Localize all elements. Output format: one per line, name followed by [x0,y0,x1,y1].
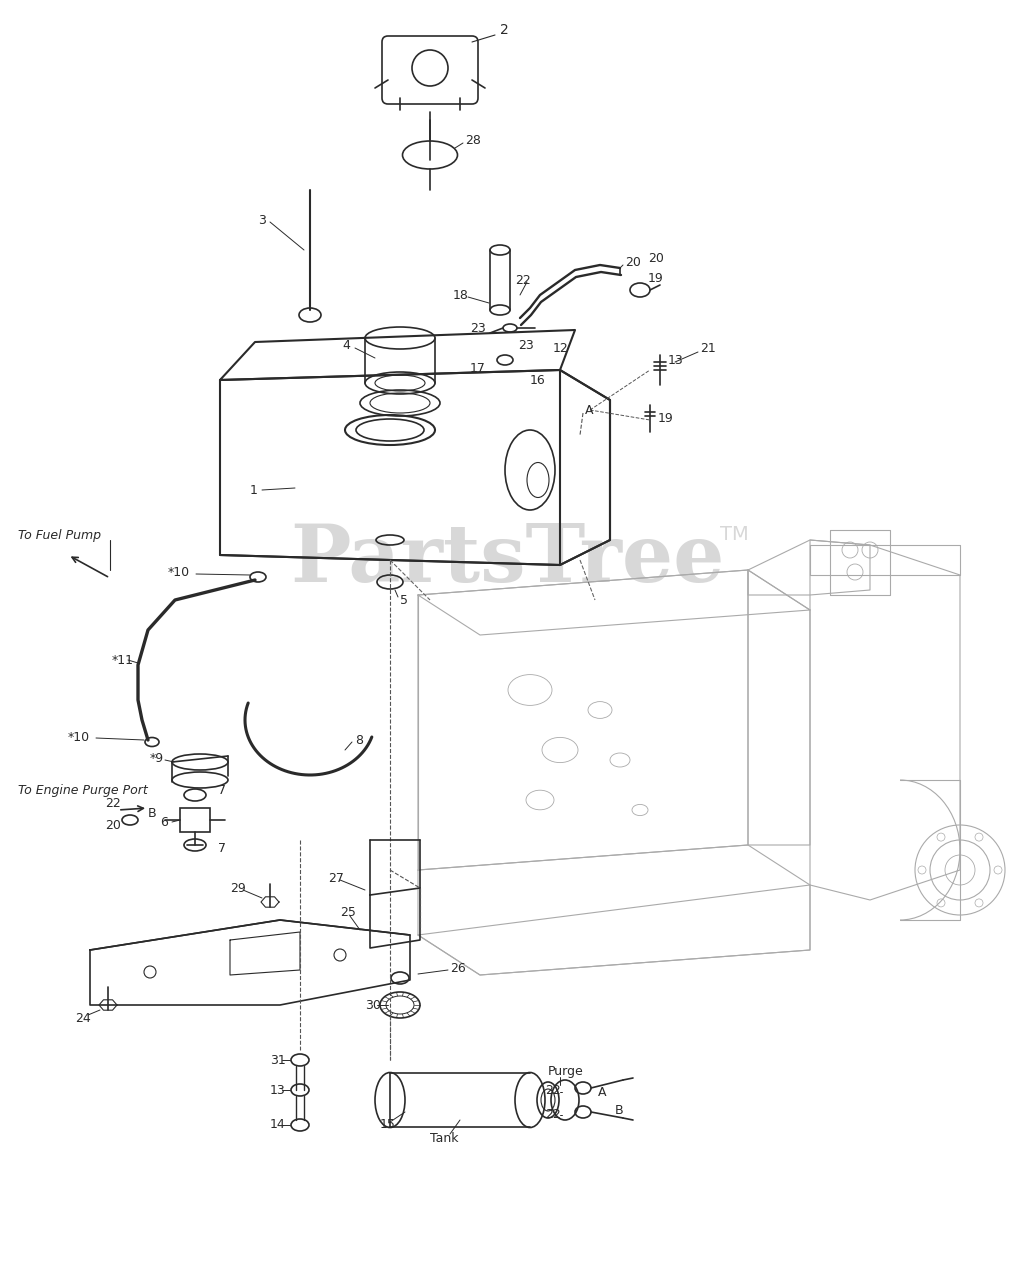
Text: 17: 17 [470,361,486,375]
Text: 5: 5 [400,594,408,607]
Text: 22: 22 [515,274,530,287]
Text: 26: 26 [450,961,465,974]
Text: 18: 18 [453,288,468,302]
Text: 7: 7 [218,783,226,796]
Text: 30: 30 [365,998,381,1011]
Text: PartsTree: PartsTree [291,521,725,599]
Text: 16: 16 [530,374,546,387]
Text: 29: 29 [230,882,246,895]
Text: 23: 23 [518,338,533,352]
Text: 19: 19 [648,271,663,284]
Text: 31: 31 [270,1053,285,1066]
Text: 2: 2 [500,23,509,37]
Text: 20: 20 [105,818,121,832]
Text: 13: 13 [668,353,684,366]
Text: 13: 13 [270,1083,285,1097]
Text: 22: 22 [105,796,121,809]
Text: 19: 19 [658,411,674,425]
Text: TM: TM [720,525,749,544]
Text: 28: 28 [465,133,481,146]
Text: Purge: Purge [548,1065,584,1079]
Text: 12: 12 [553,342,569,355]
Text: Tank: Tank [430,1132,458,1144]
Text: 20: 20 [648,251,663,265]
Text: 4: 4 [342,338,350,352]
Text: *10: *10 [168,566,190,579]
Text: B: B [615,1103,624,1116]
Text: 15: 15 [380,1119,396,1132]
Text: 6: 6 [160,815,168,828]
Text: To Fuel Pump: To Fuel Pump [18,529,101,541]
Text: 27: 27 [328,872,343,884]
Text: 7: 7 [218,841,226,855]
Bar [180,808,210,832]
Text: *9: *9 [150,751,165,764]
Text: 25: 25 [340,905,356,919]
Text: 23: 23 [470,321,486,334]
Text: A: A [598,1087,607,1100]
Text: A: A [585,403,593,416]
Text: To Engine Purge Port: To Engine Purge Port [18,783,147,796]
Text: 20: 20 [625,256,641,269]
Text: *10: *10 [68,731,90,744]
Text: 3: 3 [258,214,266,227]
Text: 22: 22 [545,1083,561,1097]
Text: 1: 1 [250,484,258,497]
Text: 21: 21 [700,342,715,355]
Text: 24: 24 [75,1011,90,1024]
Text: 8: 8 [355,733,363,746]
Text: *11: *11 [112,654,134,667]
Text: 22: 22 [545,1108,561,1121]
Text: B: B [148,806,156,819]
Text: 14: 14 [270,1119,285,1132]
